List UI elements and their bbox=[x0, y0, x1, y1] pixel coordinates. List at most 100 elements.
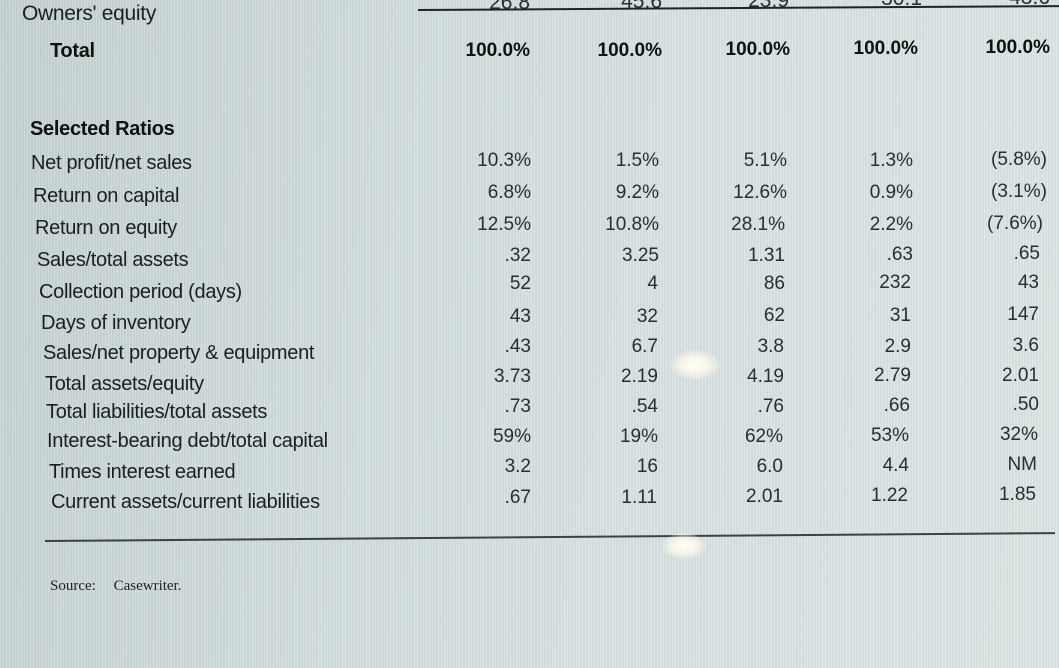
ratio-value: 52 bbox=[509, 273, 531, 294]
ratio-value: 6.8% bbox=[487, 182, 531, 203]
ratio-label: Current assets/current liabilities bbox=[51, 491, 320, 513]
total-value: 100.0% bbox=[597, 40, 662, 61]
ratio-value: 10.3% bbox=[477, 150, 531, 171]
ratio-value: .65 bbox=[1013, 243, 1040, 264]
owners-equity-label: Owners' equity bbox=[22, 2, 157, 25]
table-row: Sales/total assets .32 3.25 1.31 .63 .65 bbox=[0, 243, 1059, 275]
total-value: 100.0% bbox=[853, 38, 918, 59]
table-row: Total assets/equity 3.73 2.19 4.19 2.79 … bbox=[0, 365, 1059, 401]
ratio-value: 3.6 bbox=[1012, 335, 1039, 356]
ratio-value: (7.6%) bbox=[987, 213, 1043, 234]
ratio-value: (3.1%) bbox=[991, 181, 1047, 202]
ratio-label: Net profit/net sales bbox=[31, 152, 192, 174]
ratio-value: 1.3% bbox=[869, 150, 913, 171]
table-row: Total liabilities/total assets .73 .54 .… bbox=[0, 394, 1059, 430]
ratio-value: 4 bbox=[647, 273, 658, 294]
ratio-label: Return on capital bbox=[33, 185, 180, 207]
ratio-value: 4.4 bbox=[882, 455, 909, 476]
total-value: 100.0% bbox=[725, 39, 790, 60]
ratio-value: .63 bbox=[886, 244, 913, 265]
ratio-value: 2.79 bbox=[874, 365, 911, 386]
ratio-value: 3.25 bbox=[622, 245, 659, 266]
ratio-value: 5.1% bbox=[743, 150, 787, 171]
ratio-label: Times interest earned bbox=[49, 461, 236, 483]
ratio-value: .32 bbox=[504, 245, 531, 266]
total-value: 100.0% bbox=[985, 37, 1050, 58]
ratio-label: Collection period (days) bbox=[39, 281, 242, 303]
ratio-value: 43 bbox=[1017, 272, 1039, 293]
ratio-value: 86 bbox=[763, 273, 785, 294]
table-row: Return on capital 6.8% 9.2% 12.6% 0.9% (… bbox=[0, 181, 1059, 212]
ratio-value: 0.9% bbox=[869, 182, 913, 203]
table-row: Return on equity 12.5% 10.8% 28.1% 2.2% … bbox=[0, 213, 1059, 244]
owners-equity-value: 43.6 bbox=[940, 0, 1050, 10]
total-row: Total 100.0% 100.0% 100.0% 100.0% 100.0% bbox=[0, 37, 1059, 68]
ratio-value: 32 bbox=[636, 306, 658, 327]
ratio-label: Return on equity bbox=[35, 217, 177, 239]
ratio-value: 147 bbox=[1007, 304, 1039, 325]
ratio-value: 2.01 bbox=[1002, 365, 1039, 386]
ratio-value: 10.8% bbox=[605, 214, 659, 235]
ratio-value: 2.2% bbox=[869, 214, 913, 235]
source-label: Source: bbox=[50, 578, 96, 594]
ratio-value: (5.8%) bbox=[991, 149, 1047, 170]
owners-equity-value: 30.1 bbox=[812, 0, 922, 11]
ratio-label: Interest-bearing debt/total capital bbox=[47, 430, 328, 452]
ratio-value: 1.22 bbox=[871, 485, 908, 506]
table-row: Times interest earned 3.2 16 6.0 4.4 NM bbox=[0, 454, 1059, 491]
total-value: 100.0% bbox=[465, 40, 530, 61]
table-row: Interest-bearing debt/total capital 59% … bbox=[0, 424, 1059, 460]
table-row: Current assets/current liabilities .67 1… bbox=[0, 484, 1059, 520]
table-row: Days of inventory 43 32 62 31 147 bbox=[0, 304, 1059, 338]
ratio-label: Sales/total assets bbox=[37, 249, 189, 271]
ratio-value: 12.5% bbox=[477, 214, 531, 235]
ratio-value: .50 bbox=[1012, 394, 1039, 415]
ratio-value: .43 bbox=[504, 336, 531, 357]
ratio-value: 32% bbox=[999, 424, 1038, 445]
ratio-value: 16 bbox=[636, 456, 658, 477]
ratio-value: .67 bbox=[504, 487, 531, 508]
ratio-value: 2.01 bbox=[746, 486, 783, 507]
ratio-value: 12.6% bbox=[733, 182, 787, 203]
table-row: Net profit/net sales 10.3% 1.5% 5.1% 1.3… bbox=[0, 149, 1059, 180]
ratio-value: 6.7 bbox=[631, 336, 658, 357]
ratio-label: Total liabilities/total assets bbox=[46, 401, 268, 423]
ratio-value: 3.73 bbox=[494, 366, 531, 387]
ratio-value: 9.2% bbox=[615, 182, 659, 203]
ratio-value: 4.19 bbox=[747, 366, 784, 387]
ratio-value: 6.0 bbox=[756, 456, 783, 477]
glare-highlight bbox=[670, 350, 720, 380]
ratio-value: 1.11 bbox=[621, 487, 657, 508]
ratio-label: Days of inventory bbox=[41, 312, 191, 334]
ratio-value: 28.1% bbox=[731, 214, 785, 235]
ratio-value: 62 bbox=[763, 305, 785, 326]
owners-equity-value: 45.6 bbox=[621, 0, 662, 13]
ratio-value: 1.31 bbox=[748, 245, 785, 266]
ratio-value: .66 bbox=[883, 395, 910, 416]
table-bottom-rule bbox=[44, 532, 1055, 542]
glare-highlight bbox=[662, 533, 706, 559]
ratio-value: 1.5% bbox=[615, 150, 659, 171]
source-note: Source: Casewriter. bbox=[50, 578, 181, 595]
table-row: Sales/net property & equipment .43 6.7 3… bbox=[0, 335, 1059, 370]
ratio-value: 2.9 bbox=[884, 336, 911, 357]
ratio-label: Total assets/equity bbox=[45, 373, 204, 395]
total-label: Total bbox=[50, 40, 95, 62]
ratio-value: 62% bbox=[744, 426, 783, 447]
ratio-label: Sales/net property & equipment bbox=[43, 342, 315, 364]
ratio-value: 43 bbox=[509, 306, 531, 327]
ratio-value: .73 bbox=[504, 396, 531, 417]
table-row: Collection period (days) 52 4 86 232 43 bbox=[0, 272, 1059, 306]
ratio-value: NM bbox=[1007, 454, 1037, 475]
source-value: Casewriter. bbox=[113, 578, 182, 594]
ratio-value: .76 bbox=[757, 396, 784, 417]
selected-ratios-heading: Selected Ratios bbox=[30, 118, 175, 140]
ratio-value: 3.2 bbox=[504, 456, 531, 477]
ratio-value: 31 bbox=[889, 305, 911, 326]
ratio-value: 1.85 bbox=[999, 484, 1036, 505]
ratio-value: 19% bbox=[619, 426, 658, 447]
ratio-value: 53% bbox=[870, 425, 909, 446]
ratio-value: 2.19 bbox=[621, 366, 658, 387]
ratio-value: 232 bbox=[879, 272, 911, 293]
ratio-value: 59% bbox=[492, 426, 531, 447]
